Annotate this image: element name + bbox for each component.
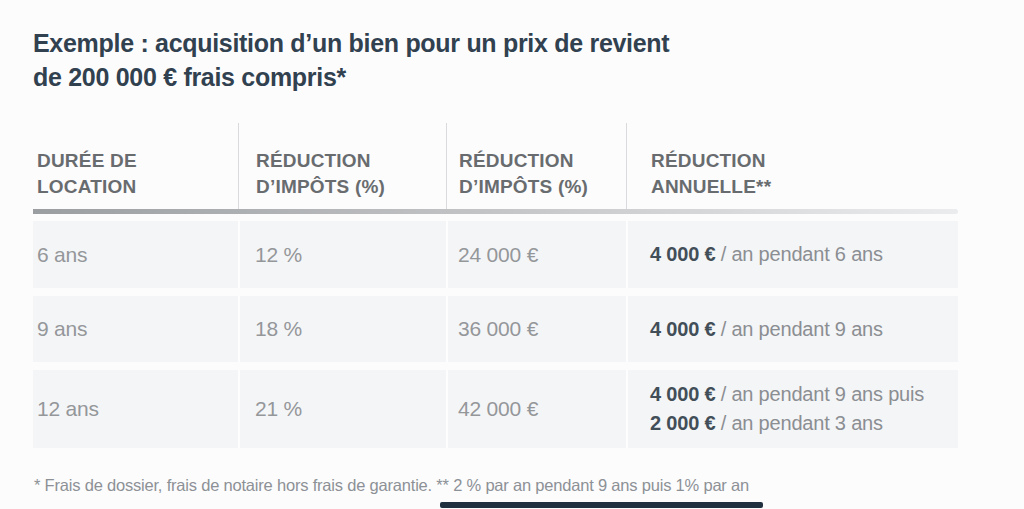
title-line2: de 200 000 € frais compris* bbox=[33, 63, 346, 91]
column-header-line: RÉDUCTION bbox=[459, 148, 626, 174]
annual-line: 4 000 € / an pendant 9 ans puis bbox=[650, 380, 924, 409]
page: Exemple : acquisition d’un bien pour un … bbox=[0, 0, 1024, 495]
annual-text: / an pendant 9 ans bbox=[715, 318, 882, 340]
cell-annual-reduction: 4 000 € / an pendant 9 ans bbox=[626, 296, 958, 362]
column-header-line: D’IMPÔTS (%) bbox=[459, 174, 626, 200]
bottom-progress-bar bbox=[440, 502, 763, 508]
cell-reduction-pct: 12 % bbox=[238, 221, 446, 288]
cell-reduction-eur: 24 000 € bbox=[446, 221, 626, 288]
column-header-reduction-eur: RÉDUCTION D’IMPÔTS (%) bbox=[446, 123, 626, 209]
table-row-9-ans: 9 ans 18 % 36 000 € 4 000 € / an pendant… bbox=[33, 296, 958, 362]
cell-duration: 12 ans bbox=[33, 370, 238, 448]
column-header-line: RÉDUCTION bbox=[651, 148, 958, 174]
table-row-6-ans: 6 ans 12 % 24 000 € 4 000 € / an pendant… bbox=[33, 221, 958, 288]
cell-duration: 6 ans bbox=[33, 221, 238, 288]
cell-annual-reduction: 4 000 € / an pendant 6 ans bbox=[626, 221, 958, 288]
column-header-duration: DURÉE DE LOCATION bbox=[33, 123, 238, 209]
cell-reduction-pct: 21 % bbox=[238, 370, 446, 448]
cell-reduction-eur: 42 000 € bbox=[446, 370, 626, 448]
cell-annual-reduction: 4 000 € / an pendant 9 ans puis 2 000 € … bbox=[626, 370, 958, 448]
column-header-line: ANNUELLE** bbox=[651, 174, 958, 200]
cell-reduction-pct: 18 % bbox=[238, 296, 446, 362]
annual-text: / an pendant 3 ans bbox=[715, 412, 882, 434]
column-header-line: DURÉE DE bbox=[37, 148, 238, 174]
column-header-reduction-pct: RÉDUCTION D’IMPÔTS (%) bbox=[238, 123, 446, 209]
annual-amount: 2 000 € bbox=[650, 412, 715, 434]
cell-reduction-eur: 36 000 € bbox=[446, 296, 626, 362]
annual-amount: 4 000 € bbox=[650, 243, 715, 265]
annual-line: 4 000 € / an pendant 6 ans bbox=[650, 240, 883, 269]
column-header-line: LOCATION bbox=[37, 174, 238, 200]
annual-text: / an pendant 6 ans bbox=[715, 243, 882, 265]
title-line1: Exemple : acquisition d’un bien pour un … bbox=[33, 29, 669, 57]
column-header-line: RÉDUCTION bbox=[256, 148, 446, 174]
page-title: Exemple : acquisition d’un bien pour un … bbox=[33, 26, 1024, 94]
table-row-12-ans: 12 ans 21 % 42 000 € 4 000 € / an pendan… bbox=[33, 370, 958, 448]
example-table: DURÉE DE LOCATION RÉDUCTION D’IMPÔTS (%)… bbox=[33, 123, 958, 448]
column-header-annual: RÉDUCTION ANNUELLE** bbox=[626, 123, 958, 209]
annual-text: / an pendant 9 ans puis bbox=[715, 383, 924, 405]
annual-line: 4 000 € / an pendant 9 ans bbox=[650, 315, 883, 344]
annual-amount: 4 000 € bbox=[650, 383, 715, 405]
footnote: * Frais de dossier, frais de notaire hor… bbox=[34, 476, 1024, 495]
cell-duration: 9 ans bbox=[33, 296, 238, 362]
annual-amount: 4 000 € bbox=[650, 318, 715, 340]
header-rule bbox=[33, 209, 958, 214]
annual-line: 2 000 € / an pendant 3 ans bbox=[650, 409, 883, 438]
table-header-row: DURÉE DE LOCATION RÉDUCTION D’IMPÔTS (%)… bbox=[33, 123, 958, 209]
column-header-line: D’IMPÔTS (%) bbox=[256, 174, 446, 200]
